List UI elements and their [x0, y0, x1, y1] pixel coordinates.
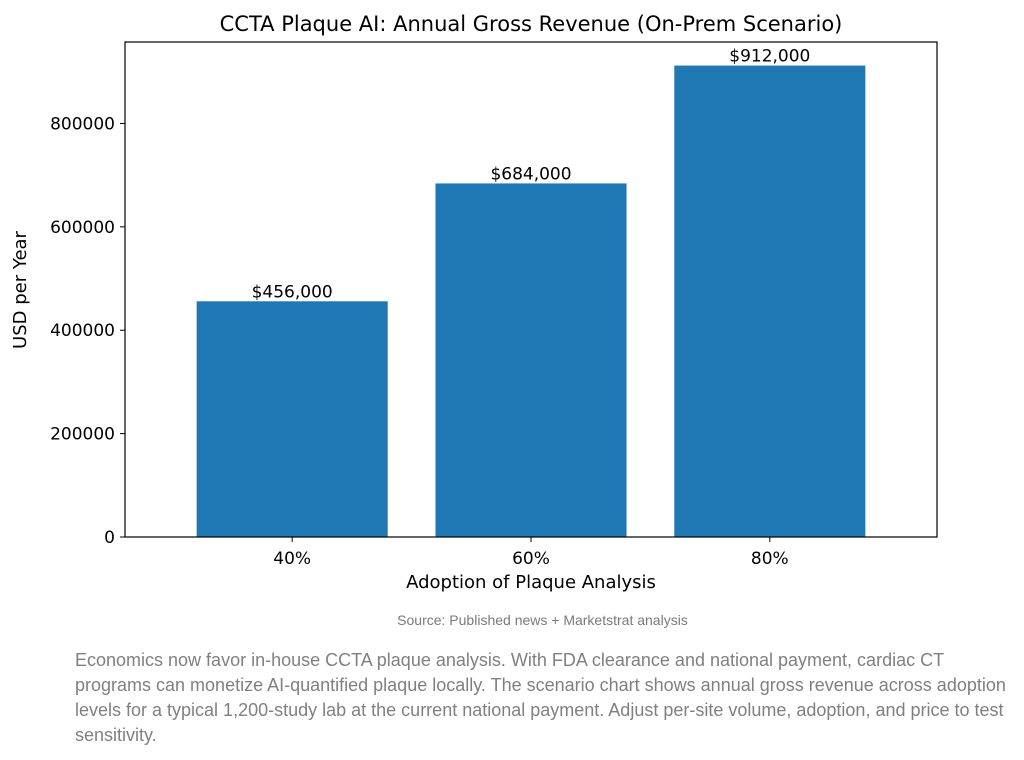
x-tick-label-2: 60%	[512, 549, 550, 569]
revenue-bar-chart: CCTA Plaque AI: Annual Gross Revenue (On…	[10, 12, 938, 593]
caption-text: Economics now favor in-house CCTA plaque…	[75, 650, 1006, 745]
bar-value-label-2: $684,000	[490, 164, 571, 184]
chart-title: CCTA Plaque AI: Annual Gross Revenue (On…	[220, 12, 843, 36]
bar-value-label-1: $456,000	[252, 282, 333, 302]
y-axis-label: USD per Year	[10, 230, 31, 349]
bar-value-label-3: $912,000	[729, 47, 810, 67]
y-tick-label-5: 800000	[50, 114, 115, 134]
plot-frame	[124, 41, 938, 538]
bar-3	[674, 65, 866, 538]
x-tick-label-3: 80%	[751, 549, 789, 569]
bar-2	[435, 183, 627, 537]
x-tick-label-1: 40%	[273, 549, 311, 569]
source-note: Source: Published news + Marketstrat ana…	[397, 612, 688, 628]
x-axis-label: Adoption of Plaque Analysis	[406, 572, 656, 593]
y-tick-label-4: 600000	[50, 218, 115, 238]
bar-1	[196, 301, 388, 537]
y-tick-label-2: 200000	[50, 425, 115, 445]
y-tick-label-1: 0	[104, 528, 115, 548]
y-tick-label-3: 400000	[50, 321, 115, 341]
